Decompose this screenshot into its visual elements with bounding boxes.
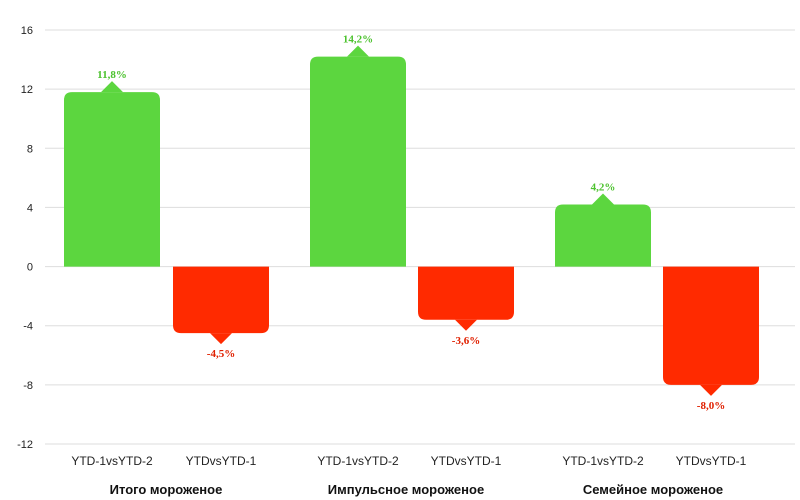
category-label: YTDvsYTD-1 [186, 454, 257, 468]
y-tick-label: 12 [21, 84, 33, 96]
bars [64, 45, 759, 396]
category-label: YTD-1vsYTD-2 [562, 454, 644, 468]
category-label: YTDvsYTD-1 [431, 454, 502, 468]
positive-bar [64, 92, 160, 267]
positive-bar [555, 204, 651, 267]
data-label: -3,6% [452, 335, 480, 347]
negative-bar [173, 266, 269, 334]
data-label: -8,0% [697, 400, 725, 412]
y-tick-label: 4 [27, 202, 33, 214]
y-axis-ticks: 16 12 8 4 0 -4 -8 -12 [17, 25, 33, 451]
category-label: YTD-1vsYTD-2 [71, 454, 153, 468]
data-label: 4,2% [591, 181, 616, 193]
negative-bar [418, 266, 514, 320]
down-triangle-marker [455, 319, 477, 331]
y-tick-label: 8 [27, 143, 33, 155]
y-tick-label: -12 [17, 439, 33, 451]
down-triangle-marker [700, 384, 722, 396]
y-tick-label: -8 [23, 380, 33, 392]
down-triangle-marker [210, 333, 232, 345]
positive-bar [310, 56, 406, 267]
category-label: YTDvsYTD-1 [676, 454, 747, 468]
category-label: YTD-1vsYTD-2 [317, 454, 399, 468]
group-label: Семейное мороженое [583, 482, 723, 497]
data-label: -4,5% [207, 348, 235, 360]
data-label: 14,2% [343, 34, 373, 46]
group-label: Итого мороженое [110, 482, 223, 497]
data-label: 11,8% [97, 69, 127, 81]
up-triangle-marker [592, 193, 614, 205]
group-label: Импульсное мороженое [328, 482, 484, 497]
y-tick-label: 0 [27, 262, 33, 274]
labels: 11,8% YTD-1vsYTD-2 -4,5% YTDvsYTD-1 Итого мо… [71, 34, 746, 497]
negative-bar [663, 266, 759, 385]
up-triangle-marker [347, 45, 369, 57]
up-triangle-marker [101, 81, 123, 93]
y-tick-label: -4 [23, 321, 33, 333]
y-tick-label: 16 [21, 25, 33, 37]
